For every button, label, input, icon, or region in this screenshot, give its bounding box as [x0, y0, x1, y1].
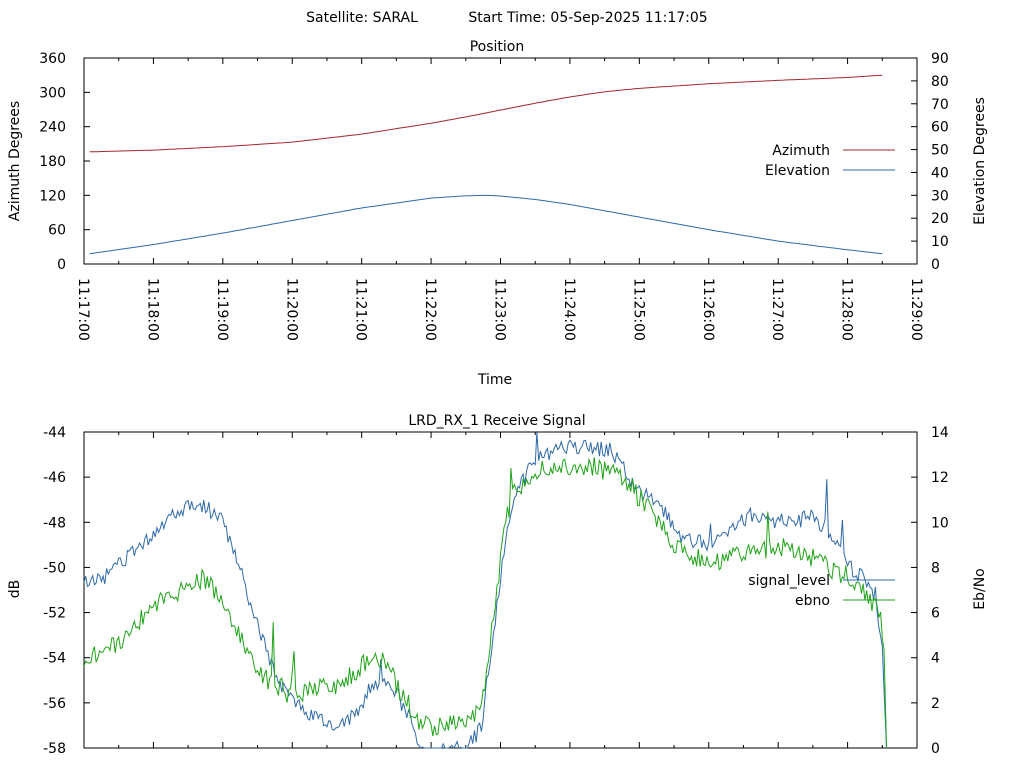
position-x-tick-label: 11:26:00 [700, 278, 716, 341]
position-x-tick-label: 11:19:00 [214, 278, 230, 341]
position-y-tick-label: 360 [39, 51, 66, 67]
position-chart-title: Position [470, 39, 525, 55]
receive-signal-series-signal-level-line [83, 431, 887, 749]
receive-signal-ticks: -58 -56 -54 -52 -50 -48 -46 -44 0 2 4 6 8 10 12 14 [43, 425, 949, 757]
receive-signal-y-axis-label: dB [7, 580, 23, 599]
receive-signal-y-tick-label: -54 [43, 651, 66, 667]
receive-signal-y2-tick-label: 0 [931, 741, 940, 757]
position-y-tick-label: 240 [39, 120, 66, 136]
position-x-tick-label: 11:18:00 [144, 278, 160, 341]
position-x-tick-label: 11:29:00 [908, 278, 924, 341]
position-x-tick-label: 11:22:00 [422, 278, 438, 341]
receive-signal-y-tick-label: -46 [43, 470, 66, 486]
position-y2-tick-label: 20 [931, 211, 949, 227]
receive-signal-plot-frame [83, 431, 918, 749]
position-y-tick-label: 120 [39, 188, 66, 204]
receive-signal-y-tick-label: -56 [43, 696, 66, 712]
position-y2-tick-label: 0 [931, 257, 940, 273]
position-series-group [89, 74, 883, 255]
position-plot-frame [83, 57, 918, 265]
position-x-axis-label: Time [477, 372, 512, 388]
receive-signal-y2-tick-label: 4 [931, 651, 940, 667]
position-y2-tick-label: 90 [931, 51, 949, 67]
receive-signal-y2-tick-label: 12 [931, 470, 949, 486]
receive-signal-legend-label: signal_level [748, 573, 830, 589]
receive-signal-y-tick-label: -50 [43, 560, 66, 576]
position-ticks: 0 60 120 180 240 300 360 0 10 20 30 40 50 60 70 80 90 11:… [39, 51, 949, 341]
receive-signal-y2-axis-label: Eb/No [972, 568, 988, 610]
position-x-tick-label: 11:21:00 [353, 278, 369, 341]
position-y2-tick-label: 40 [931, 165, 949, 181]
receive-signal-series-group [83, 431, 887, 749]
receive-signal-chart: LRD_RX_1 Receive Signal dB Eb/No -58-56-… [7, 413, 988, 757]
position-y-tick-label: 180 [39, 154, 66, 170]
receive-signal-y2-tick-label: 2 [931, 696, 940, 712]
position-x-tick-label: 11:23:00 [492, 278, 508, 341]
start-time-label: Start Time: 05-Sep-2025 11:17:05 [468, 10, 707, 26]
position-x-tick-label: 11:24:00 [561, 278, 577, 341]
position-x-tick-label: 11:27:00 [769, 278, 785, 341]
receive-signal-y-tick-label: -58 [43, 741, 66, 757]
position-y2-tick-label: 50 [931, 143, 949, 159]
receive-signal-y2-tick-label: 10 [931, 515, 949, 531]
position-series-azimuth-line [89, 74, 883, 153]
receive-signal-y2-tick-label: 14 [931, 425, 949, 441]
position-chart: Position Time Azimuth Degrees Elevation … [7, 39, 988, 388]
position-series-elevation-line [89, 194, 883, 255]
receive-signal-chart-title: LRD_RX_1 Receive Signal [408, 413, 585, 429]
position-x-tick-label: 11:25:00 [630, 278, 646, 341]
position-legend-label: Azimuth [772, 143, 830, 159]
receive-signal-series-ebno-line [83, 457, 887, 749]
receive-signal-y2-tick-label: 6 [931, 606, 940, 622]
position-y2-tick-label: 60 [931, 120, 949, 136]
receive-signal-y-tick-label: -48 [43, 515, 66, 531]
receive-signal-legend-label: ebno [795, 593, 830, 609]
satellite-label: Satellite: SARAL [306, 10, 418, 26]
receive-signal-y-tick-label: -52 [43, 606, 66, 622]
position-y2-tick-label: 80 [931, 74, 949, 90]
position-y2-tick-label: 10 [931, 234, 949, 250]
position-legend-label: Elevation [765, 163, 830, 179]
receive-signal-y2-tick-label: 8 [931, 560, 940, 576]
position-y-tick-label: 0 [57, 257, 66, 273]
position-x-tick-label: 11:28:00 [839, 278, 855, 341]
position-y2-tick-label: 70 [931, 97, 949, 113]
position-y-tick-label: 300 [39, 85, 66, 101]
position-y2-tick-label: 30 [931, 188, 949, 204]
position-x-tick-label: 11:20:00 [283, 278, 299, 341]
position-legend: Azimuth Elevation [765, 143, 895, 179]
receive-signal-y-tick-label: -44 [43, 425, 66, 441]
position-y2-axis-label: Elevation Degrees [972, 97, 988, 225]
position-y-tick-label: 60 [48, 223, 66, 239]
position-x-tick-label: 11:17:00 [75, 278, 91, 341]
position-y-axis-label: Azimuth Degrees [7, 101, 23, 221]
